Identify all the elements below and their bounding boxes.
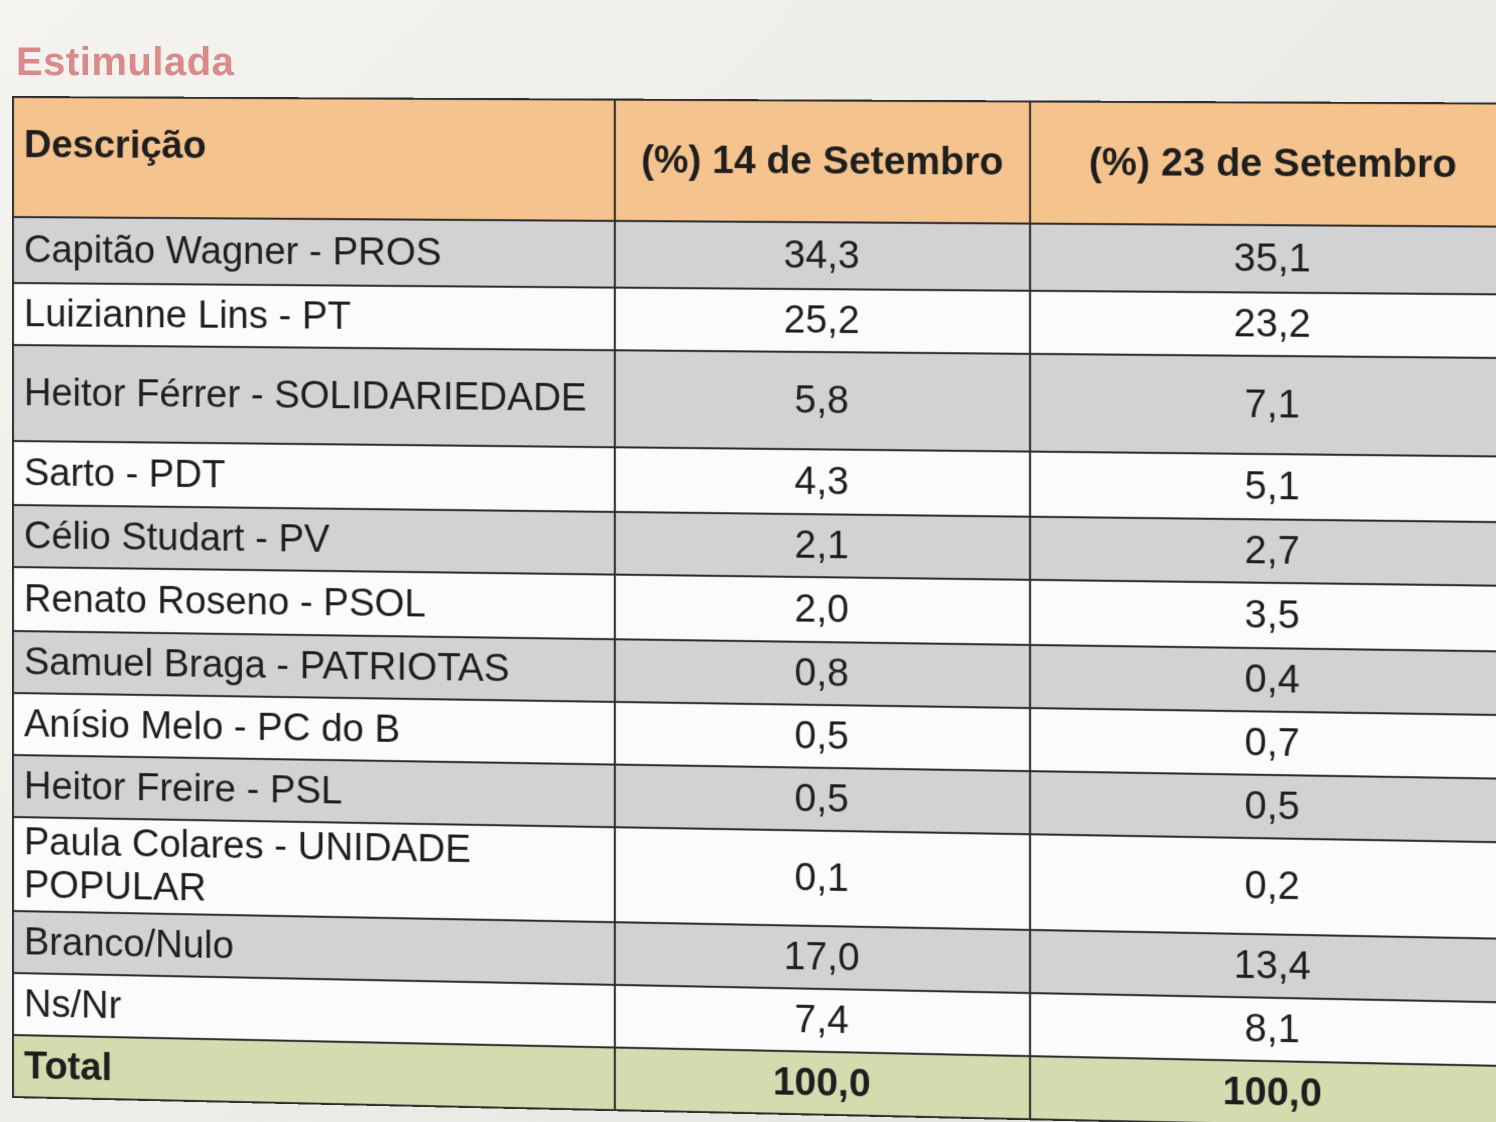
value-14-setembro: 0,1 xyxy=(615,827,1030,930)
candidate-name: Samuel Braga - PATRIOTAS xyxy=(13,631,615,702)
candidate-name: Sarto - PDT xyxy=(13,441,615,512)
candidate-name: Paula Colares - UNIDADE POPULAR xyxy=(13,817,615,922)
value-23-setembro: 5,1 xyxy=(1030,452,1496,523)
value-14-setembro: 0,5 xyxy=(615,765,1030,835)
total-label: Total xyxy=(13,1035,615,1110)
value-23-setembro: 3,5 xyxy=(1030,580,1496,652)
value-14-setembro: 34,3 xyxy=(615,221,1030,291)
header-23-setembro: (%) 23 de Setembro xyxy=(1030,101,1496,226)
value-23-setembro: 0,7 xyxy=(1030,708,1496,779)
candidate-name: Anísio Melo - PC do B xyxy=(13,693,615,765)
total-23-setembro: 100,0 xyxy=(1030,1056,1496,1122)
candidate-name: Luizianne Lins - PT xyxy=(13,283,615,350)
total-14-setembro: 100,0 xyxy=(615,1048,1030,1120)
value-23-setembro: 7,1 xyxy=(1030,354,1496,457)
value-14-setembro: 0,5 xyxy=(615,702,1030,771)
candidate-name: Célio Studart - PV xyxy=(13,505,615,575)
page-title: Estimulada xyxy=(16,40,234,85)
header-descricao: Descrição xyxy=(13,97,615,221)
value-14-setembro: 2,1 xyxy=(615,512,1030,580)
candidate-name: Capitão Wagner - PROS xyxy=(13,217,615,288)
value-14-setembro: 0,8 xyxy=(615,639,1030,708)
value-14-setembro: 17,0 xyxy=(615,922,1030,993)
value-14-setembro: 25,2 xyxy=(615,288,1030,354)
value-23-setembro: 0,2 xyxy=(1030,834,1496,939)
value-23-setembro: 35,1 xyxy=(1030,224,1496,295)
results-table-container: Descrição (%) 14 de Setembro (%) 23 de S… xyxy=(12,96,1496,1122)
table-row: Capitão Wagner - PROS 34,3 35,1 xyxy=(13,217,1496,294)
value-14-setembro: 2,0 xyxy=(615,575,1030,645)
value-23-setembro: 13,4 xyxy=(1030,930,1496,1003)
value-23-setembro: 23,2 xyxy=(1030,291,1496,358)
value-14-setembro: 7,4 xyxy=(615,985,1030,1056)
value-14-setembro: 5,8 xyxy=(615,350,1030,451)
value-23-setembro: 2,7 xyxy=(1030,517,1496,586)
header-14-setembro: (%) 14 de Setembro xyxy=(615,100,1030,224)
value-23-setembro: 0,5 xyxy=(1030,771,1496,842)
candidate-name: Heitor Férrer - SOLIDARIEDADE xyxy=(13,345,615,447)
value-14-setembro: 4,3 xyxy=(615,447,1030,516)
results-table: Descrição (%) 14 de Setembro (%) 23 de S… xyxy=(12,96,1496,1122)
table-header-row: Descrição (%) 14 de Setembro (%) 23 de S… xyxy=(13,97,1496,227)
candidate-name: Branco/Nulo xyxy=(13,911,615,985)
value-23-setembro: 8,1 xyxy=(1030,993,1496,1066)
candidate-name: Renato Roseno - PSOL xyxy=(13,567,615,639)
table-row: Heitor Férrer - SOLIDARIEDADE 5,8 7,1 xyxy=(13,345,1496,457)
value-23-setembro: 0,4 xyxy=(1030,645,1496,715)
candidate-name: Heitor Freire - PSL xyxy=(13,755,615,827)
